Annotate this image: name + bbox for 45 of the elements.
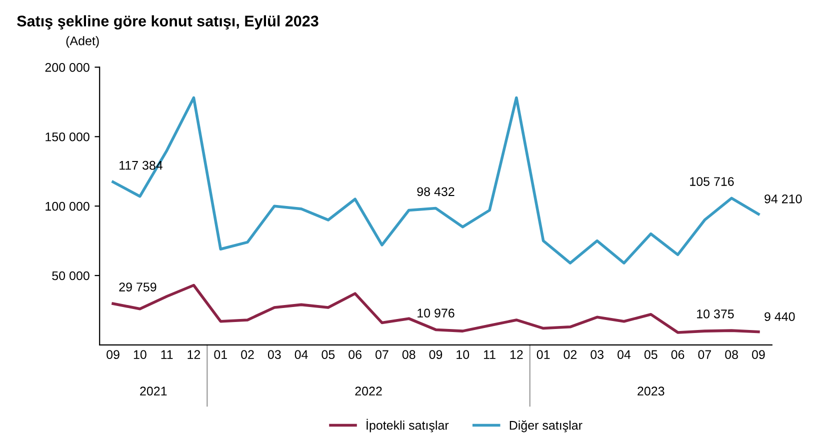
y-tick-label: 200 000 [45, 63, 90, 72]
text: 2022 [355, 386, 382, 396]
y-tick-label: 150 000 [46, 132, 90, 142]
y-tick-label: 50 000 [52, 271, 90, 280]
x-tick-label: 09 [429, 350, 442, 360]
data-label: 10 976 [418, 308, 454, 318]
x-tick-label: 03 [590, 350, 604, 360]
x-tick-label: 12 [188, 350, 200, 359]
data-label: 105 716 [690, 177, 734, 186]
x-tick-label: 06 [671, 350, 684, 360]
data-label: 9 440 [764, 312, 795, 322]
x-tick-label: 10 [134, 350, 146, 360]
legend-label: Diğer satışlar [510, 420, 582, 432]
y-axis-title: (Adet) [66, 36, 99, 48]
x-tick-label: 09 [106, 350, 120, 360]
legend-label: İpotekli satışlar [366, 418, 449, 432]
x-tick-label: 02 [564, 350, 577, 360]
x-tick-label: 01 [214, 350, 227, 360]
x-tick-label: 12 [510, 350, 523, 359]
x-tick-label: 11 [161, 350, 173, 359]
data-label: 98 432 [417, 187, 454, 196]
x-tick-label: 09 [752, 350, 765, 360]
x-tick-label: 04 [294, 350, 308, 360]
x-tick-label: 03 [268, 350, 281, 360]
x-tick-label: 06 [348, 350, 362, 360]
text: 2021 [140, 386, 167, 396]
x-tick-label: 08 [402, 350, 416, 360]
x-tick-label: 07 [698, 350, 711, 360]
x-tick-label: 11 [484, 350, 496, 359]
x-tick-label: 05 [644, 350, 658, 360]
chart-title: Satış şekline göre konut satışı, Eylül 2023 [17, 15, 318, 30]
x-tick-label: 07 [376, 350, 388, 360]
y-tick-label: 100 000 [46, 202, 90, 211]
x-tick-label: 10 [456, 350, 470, 360]
x-tick-label: 05 [322, 350, 335, 360]
data-label: 29 759 [119, 282, 156, 292]
x-tick-label: 04 [618, 350, 631, 360]
line-series [112, 96, 760, 264]
data-label: 10 375 [697, 310, 734, 318]
x-tick-label: 08 [725, 350, 738, 360]
x-tick-label: 02 [241, 350, 254, 360]
x-tick-label: 01 [536, 350, 550, 360]
line-series [112, 284, 760, 334]
text: 2023 [638, 386, 664, 396]
data-label: 94 210 [764, 194, 802, 204]
